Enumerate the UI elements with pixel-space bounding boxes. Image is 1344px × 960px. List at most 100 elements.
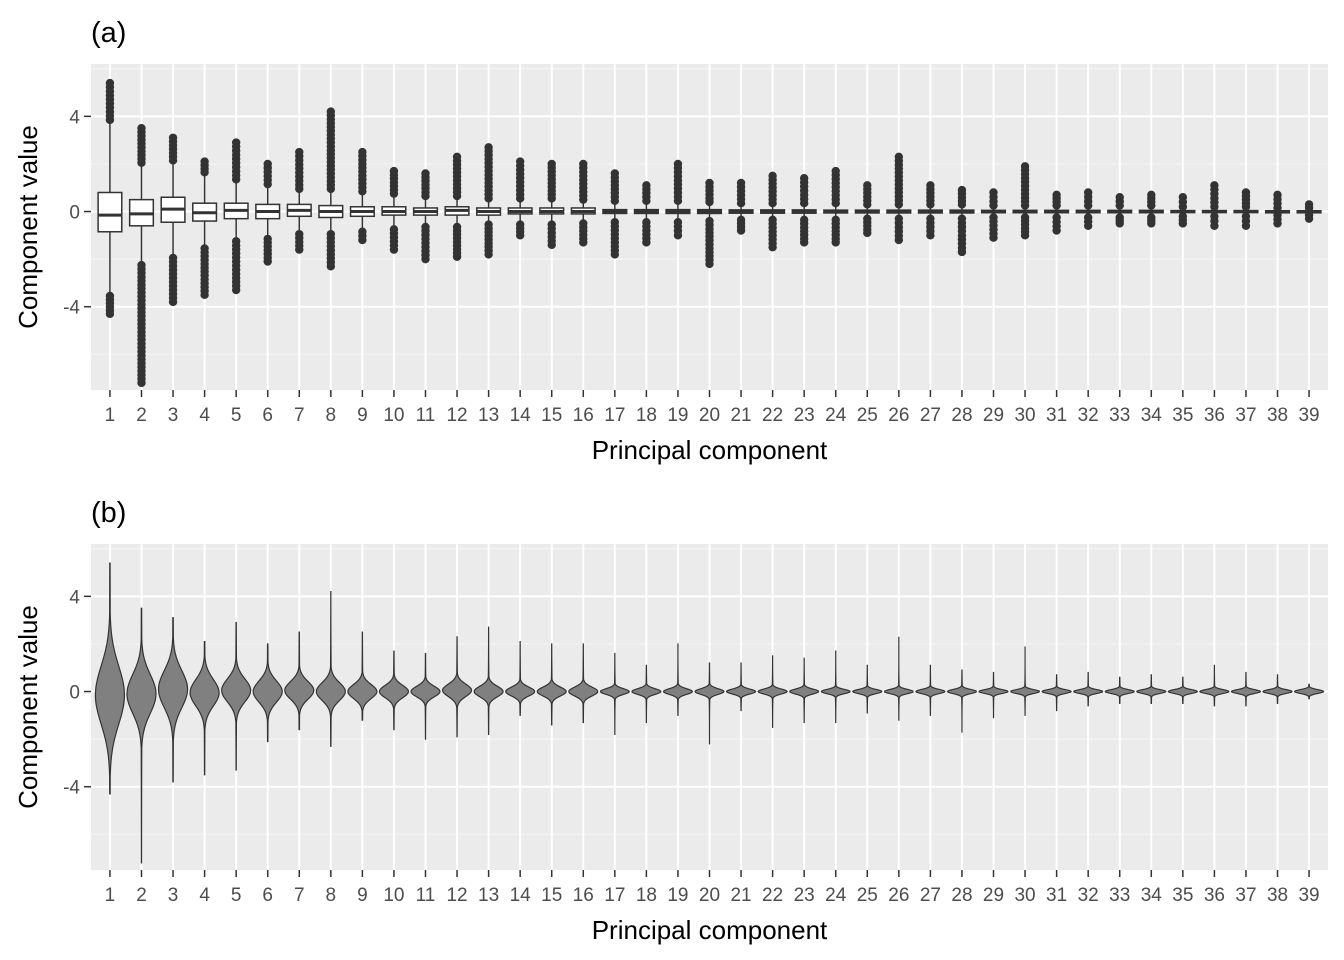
panel-b-x-tick-label: 33	[1109, 885, 1130, 906]
boxplot-15	[539, 159, 565, 250]
panel-a-x-tick-label: 37	[1235, 405, 1256, 426]
panel-a-x-tick-label: 2	[136, 405, 147, 426]
boxplot-3	[160, 133, 186, 307]
panel-b-x-tick-label: 7	[294, 885, 305, 906]
panel-a-x-tick-label: 6	[262, 405, 273, 426]
boxplot-38	[1264, 190, 1291, 228]
boxplot-17	[602, 169, 628, 259]
boxplot-16	[570, 159, 596, 247]
panel-a-y-tick-label: 4	[69, 107, 80, 128]
panel-b-x-tick-label: 23	[794, 885, 815, 906]
boxplot-13	[476, 143, 502, 259]
boxplot-outlier-point	[263, 257, 272, 266]
boxplot-outlier-point	[705, 259, 714, 269]
boxplot-1	[97, 78, 123, 319]
boxplot-22	[760, 171, 786, 252]
panel-b-x-tick-label: 10	[383, 885, 404, 906]
panel-a-x-tick-label: 25	[857, 405, 878, 426]
boxplot-35	[1170, 193, 1196, 228]
boxplot-outlier-point	[1304, 200, 1314, 209]
boxplot-outlier-point	[452, 152, 462, 162]
panel-a-x-tick-label: 26	[888, 405, 909, 426]
panel-b-x-tick-label: 18	[636, 885, 657, 906]
panel-a-x-tick-label: 17	[604, 405, 625, 426]
violin-32	[1072, 671, 1104, 707]
panel-b-x-tick-label: 15	[541, 885, 562, 906]
boxplot-11	[412, 169, 439, 264]
panel-a-x-tick-label: 31	[1046, 405, 1067, 426]
panel-b-x-tick-label: 2	[136, 885, 147, 906]
violin-35	[1167, 676, 1198, 705]
boxplot-outlier-point	[926, 231, 935, 240]
panel-b-x-tick-label: 6	[262, 885, 273, 906]
panel-b-x-tick-label: 1	[105, 885, 116, 906]
boxplot-outlier-point	[484, 250, 493, 259]
boxplot-9	[349, 147, 375, 245]
boxplot-2	[128, 124, 155, 388]
boxplot-outlier-point	[137, 124, 146, 133]
panel-a-x-tick-label: 20	[699, 405, 720, 426]
boxplot-outlier-point	[736, 178, 746, 188]
violin-17	[599, 652, 630, 735]
boxplot-outlier-point	[326, 262, 336, 271]
boxplot-33	[1107, 193, 1133, 228]
panel-a-x-tick-label: 19	[667, 405, 688, 426]
boxplot-outlier-point	[736, 226, 746, 235]
boxplot-outlier-point	[673, 231, 683, 240]
panel-a-x-tick-label: 10	[383, 405, 404, 426]
boxplot-6	[255, 159, 281, 266]
boxplot-26	[886, 152, 912, 245]
violin-21	[725, 662, 757, 712]
boxplot-outlier-point	[515, 157, 525, 166]
panel-b-x-tick-label: 8	[326, 885, 337, 906]
panel-b-x-tick-label: 20	[699, 885, 720, 906]
boxplot-outlier-point	[863, 228, 872, 238]
violin-13	[473, 626, 504, 735]
panel-a-x-tick-label: 29	[983, 405, 1004, 426]
boxplot-12	[444, 152, 470, 261]
boxplot-outlier-point	[200, 290, 209, 300]
violin-25	[851, 664, 883, 714]
panel-a-x-tick-label: 28	[951, 405, 972, 426]
panel-b-x-tick-label: 14	[510, 885, 532, 906]
violin-27	[915, 664, 946, 716]
violin-20	[694, 662, 725, 745]
boxplot-outlier-point	[1241, 188, 1251, 197]
panel-b-y-axis-title: Component value	[13, 605, 43, 809]
panel-b-x-tick-label: 38	[1267, 885, 1288, 906]
boxplot-outlier-point	[547, 159, 556, 169]
boxplot-box	[97, 191, 123, 233]
panel-a-x-tick-label: 39	[1298, 405, 1319, 426]
panel-b-x-tick-label: 31	[1046, 885, 1067, 906]
violin-33	[1104, 676, 1135, 705]
boxplot-outlier-point	[673, 159, 683, 169]
panel-b-x-tick-label: 19	[667, 885, 688, 906]
boxplot-10	[381, 166, 407, 254]
boxplot-outlier-point	[452, 252, 462, 261]
violin-12	[441, 636, 473, 738]
panel-a-x-tick-label: 1	[105, 405, 116, 426]
violin-6	[252, 643, 283, 743]
boxplot-outlier-point	[579, 238, 588, 247]
panel-a: (a) -404 1 2 3 4 5 6 7 8 9 10 11 12 13 14 15 16 17 18 19 20…	[13, 17, 1328, 465]
violin-5	[221, 621, 252, 771]
violin-3	[157, 617, 189, 783]
panel-a-x-tick-label: 35	[1172, 405, 1193, 426]
violin-34	[1136, 674, 1167, 705]
boxplot-outlier-point	[989, 188, 998, 197]
panel-b-y-tick-label: 4	[69, 587, 80, 608]
boxplot-outlier-point	[957, 247, 967, 257]
boxplot-18	[633, 181, 659, 247]
panel-b-x-tick-label: 37	[1235, 885, 1256, 906]
boxplot-outlier-point	[1178, 193, 1188, 202]
panel-b-x-tick-label: 22	[762, 885, 783, 906]
boxplot-4	[192, 157, 218, 300]
panel-a-x-tick-label: 9	[357, 405, 368, 426]
boxplot-39	[1296, 200, 1322, 223]
boxplot-outlier-point	[799, 238, 809, 247]
boxplot-outlier-point	[547, 240, 556, 250]
boxplot-outlier-point	[831, 166, 840, 176]
panel-a-label: (a)	[91, 17, 126, 49]
boxplot-7	[286, 147, 312, 254]
panel-b-x-tick-label: 32	[1078, 885, 1099, 906]
